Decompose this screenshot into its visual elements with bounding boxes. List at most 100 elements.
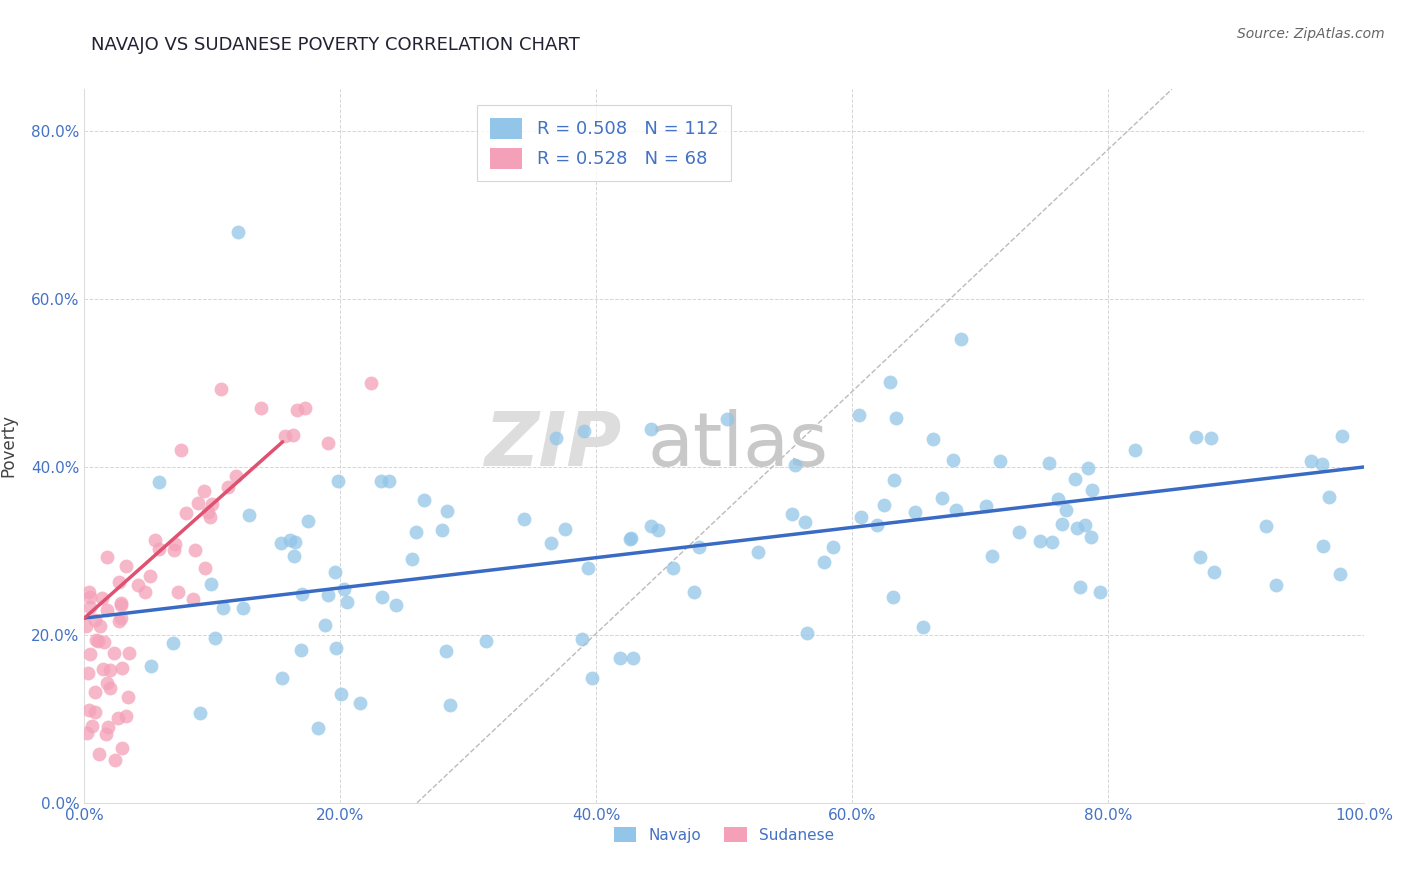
Point bbox=[79, 590, 101, 604]
Point bbox=[89, 619, 111, 633]
Point bbox=[1202, 566, 1225, 580]
Point bbox=[576, 561, 599, 575]
Point bbox=[1312, 539, 1334, 553]
Point bbox=[96, 727, 118, 741]
Point bbox=[546, 431, 568, 445]
Point bbox=[371, 590, 394, 604]
Point bbox=[91, 591, 114, 606]
Point bbox=[866, 518, 889, 533]
Point bbox=[91, 662, 114, 676]
Point bbox=[370, 474, 392, 488]
Point bbox=[571, 632, 593, 646]
Point bbox=[326, 475, 349, 489]
Point bbox=[139, 659, 162, 673]
Point bbox=[640, 422, 662, 436]
Point bbox=[104, 753, 127, 767]
Y-axis label: Poverty: Poverty bbox=[0, 415, 17, 477]
Point bbox=[780, 507, 803, 521]
Point bbox=[1028, 533, 1050, 548]
Point bbox=[793, 515, 815, 529]
Point bbox=[851, 510, 873, 524]
Point bbox=[385, 598, 408, 612]
Point bbox=[110, 598, 132, 612]
Point bbox=[981, 549, 1004, 564]
Point bbox=[1054, 503, 1077, 517]
Point bbox=[170, 442, 193, 457]
Point bbox=[813, 555, 835, 569]
Point bbox=[273, 428, 295, 442]
Point bbox=[621, 651, 644, 665]
Point bbox=[212, 600, 235, 615]
Point bbox=[107, 711, 129, 725]
Point bbox=[197, 505, 219, 519]
Point bbox=[747, 545, 769, 559]
Point bbox=[436, 504, 458, 518]
Point bbox=[127, 578, 149, 592]
Point bbox=[291, 587, 314, 601]
Point bbox=[950, 332, 973, 346]
Point bbox=[332, 582, 354, 596]
Point bbox=[201, 497, 224, 511]
Point bbox=[77, 703, 100, 717]
Point bbox=[873, 498, 896, 512]
Point bbox=[187, 496, 209, 510]
Point bbox=[430, 523, 453, 537]
Point bbox=[609, 651, 631, 665]
Point bbox=[145, 533, 167, 548]
Point bbox=[238, 508, 260, 522]
Point bbox=[93, 635, 115, 649]
Point bbox=[1264, 578, 1286, 592]
Point bbox=[79, 647, 101, 661]
Point bbox=[80, 719, 103, 733]
Point bbox=[225, 468, 247, 483]
Point bbox=[97, 720, 120, 734]
Point bbox=[1046, 491, 1069, 506]
Point bbox=[250, 401, 273, 415]
Point bbox=[942, 453, 965, 467]
Point bbox=[572, 425, 595, 439]
Point bbox=[974, 500, 997, 514]
Point bbox=[475, 633, 498, 648]
Point bbox=[413, 493, 436, 508]
Point bbox=[75, 619, 97, 633]
Point bbox=[307, 722, 329, 736]
Point bbox=[1066, 521, 1088, 535]
Point bbox=[165, 537, 187, 551]
Point bbox=[1329, 566, 1351, 581]
Point bbox=[1080, 483, 1102, 497]
Point bbox=[1199, 431, 1222, 445]
Point bbox=[662, 561, 685, 575]
Point bbox=[76, 665, 98, 680]
Point bbox=[405, 524, 427, 539]
Point bbox=[198, 510, 221, 524]
Point bbox=[683, 585, 706, 599]
Point bbox=[79, 585, 101, 599]
Point bbox=[138, 568, 160, 582]
Point bbox=[1254, 518, 1277, 533]
Point bbox=[115, 709, 138, 723]
Point bbox=[1299, 454, 1322, 468]
Text: atlas: atlas bbox=[647, 409, 828, 483]
Point bbox=[554, 522, 576, 536]
Point bbox=[108, 574, 131, 589]
Point bbox=[110, 661, 132, 675]
Point bbox=[688, 540, 710, 554]
Point bbox=[87, 633, 110, 648]
Point bbox=[883, 473, 905, 487]
Point bbox=[270, 535, 292, 549]
Point bbox=[401, 551, 423, 566]
Point bbox=[360, 376, 382, 390]
Point bbox=[716, 412, 738, 426]
Point bbox=[1080, 530, 1102, 544]
Point bbox=[148, 541, 170, 556]
Point bbox=[271, 671, 294, 685]
Point bbox=[96, 603, 118, 617]
Point bbox=[193, 483, 215, 498]
Point bbox=[76, 725, 98, 739]
Point bbox=[323, 565, 346, 579]
Point bbox=[796, 626, 818, 640]
Point bbox=[336, 594, 359, 608]
Point bbox=[990, 453, 1012, 467]
Point bbox=[945, 503, 967, 517]
Text: ZIP: ZIP bbox=[485, 409, 621, 483]
